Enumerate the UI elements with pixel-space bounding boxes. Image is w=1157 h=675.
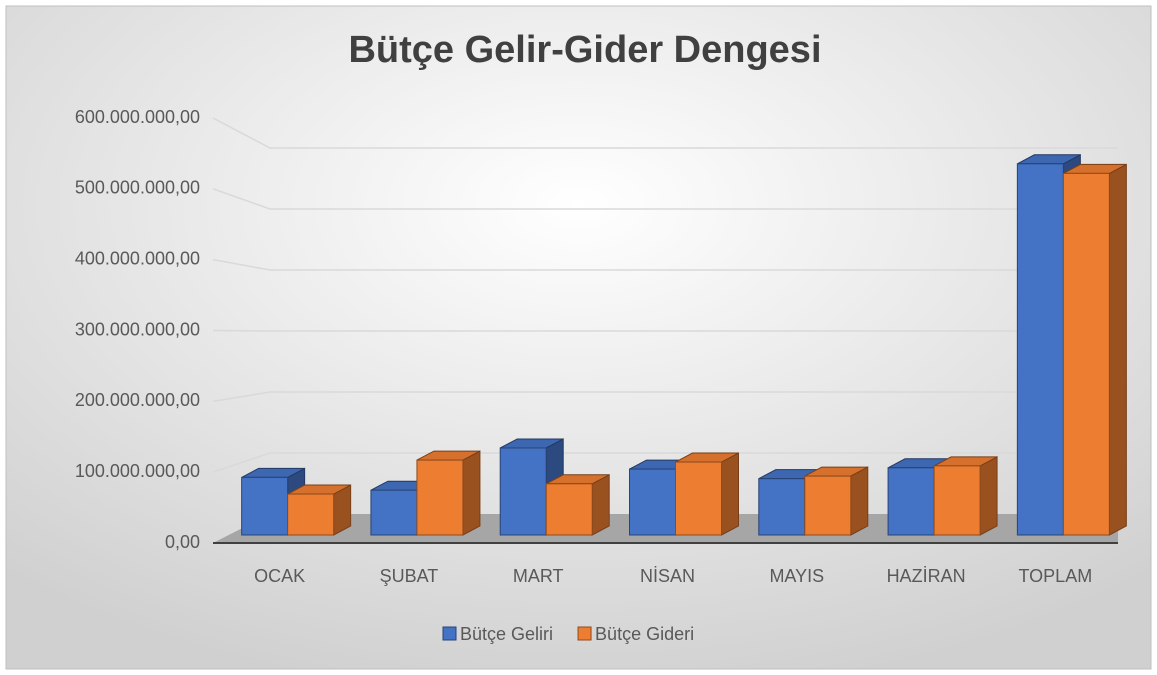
- x-tick-label: MAYIS: [769, 566, 824, 586]
- x-tick-label: OCAK: [254, 566, 305, 586]
- y-tick-label: 600.000.000,00: [75, 107, 200, 127]
- x-tick-label: HAZİRAN: [887, 566, 966, 586]
- grid-line: [212, 188, 1118, 210]
- chart-title: Bütçe Gelir-Gider Dengesi: [348, 29, 821, 71]
- grid-line: [212, 452, 1118, 473]
- y-tick-label: 500.000.000,00: [75, 178, 200, 198]
- bar: [370, 489, 418, 536]
- y-tick-label: 0,00: [165, 532, 200, 552]
- y-tick-label: 300.000.000,00: [75, 319, 200, 339]
- grid-line: [212, 329, 1118, 332]
- bar: [804, 475, 852, 536]
- chart-background: [5, 5, 1152, 670]
- x-tick-label: NİSAN: [640, 566, 695, 586]
- legend-label: Bütçe Geliri: [460, 624, 553, 644]
- bar: [933, 465, 981, 536]
- bar: [758, 478, 806, 536]
- x-tick-label: ŞUBAT: [380, 566, 439, 586]
- bar-side: [591, 473, 610, 536]
- bar: [545, 483, 593, 536]
- y-tick-label: 100.000.000,00: [75, 461, 200, 481]
- bar-side: [721, 452, 739, 536]
- y-tick-label: 400.000.000,00: [75, 248, 200, 268]
- bar-side: [1108, 163, 1127, 536]
- bar-side: [462, 450, 481, 536]
- legend-label: Bütçe Gideri: [595, 624, 694, 644]
- grid-line: [212, 391, 1118, 403]
- bar: [241, 476, 289, 536]
- bar: [1062, 172, 1110, 536]
- bar: [887, 467, 935, 536]
- bar: [675, 461, 722, 536]
- legend-swatch: [577, 626, 592, 641]
- x-tick-label: TOPLAM: [1019, 566, 1093, 586]
- x-tick-label: MART: [513, 566, 564, 586]
- grid-line: [212, 258, 1118, 271]
- bar: [287, 493, 335, 536]
- bar: [1016, 163, 1064, 536]
- bar-side: [979, 456, 998, 536]
- bar: [629, 468, 676, 536]
- y-tick-label: 200.000.000,00: [75, 390, 200, 410]
- legend-swatch: [442, 626, 457, 641]
- bar: [416, 459, 464, 536]
- bar: [499, 447, 547, 536]
- bar-side: [850, 466, 869, 536]
- grid-line: [212, 117, 1118, 149]
